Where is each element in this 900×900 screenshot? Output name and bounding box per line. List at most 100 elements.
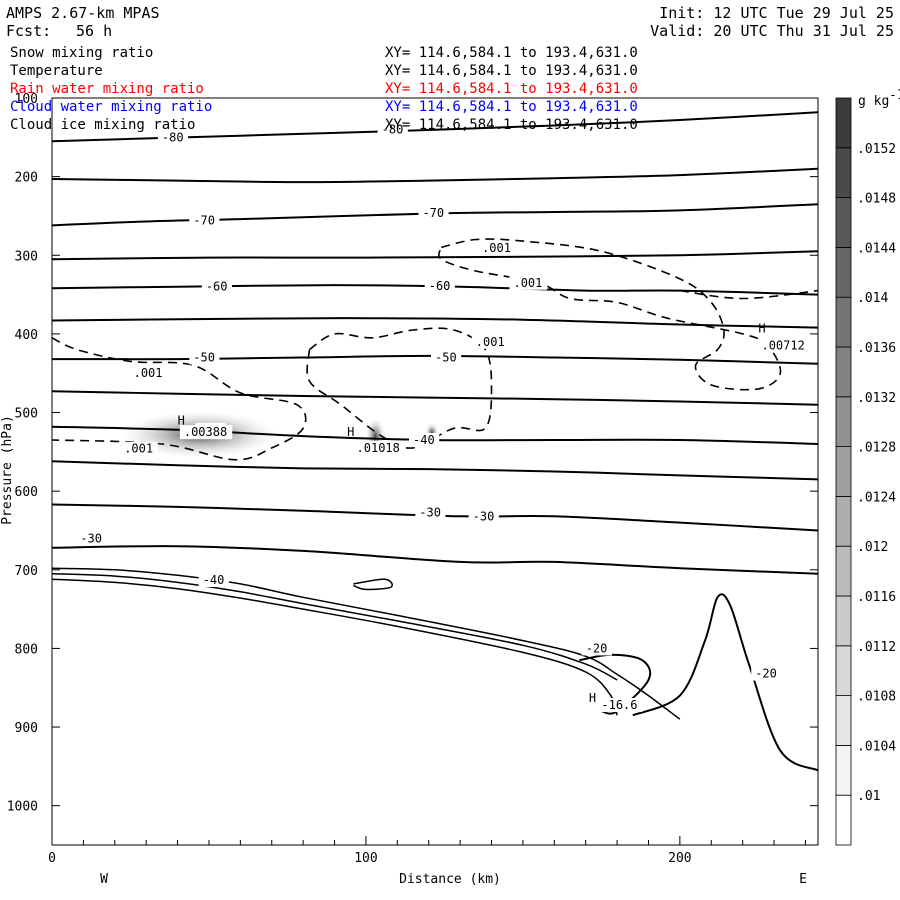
colorbar-swatch — [835, 645, 852, 696]
contour-label-bg — [751, 666, 782, 681]
isotherm-80 — [51, 111, 819, 143]
field-snow-xy: XY= 114.6,584.1 to 193.4,631.0 — [385, 45, 638, 61]
contour-label-bg — [76, 531, 107, 546]
contour-label: -40 — [203, 573, 225, 587]
field-temperature-name: Temperature — [10, 63, 103, 79]
contour-label: -20 — [586, 641, 608, 655]
y-tick-label: 300 — [15, 249, 38, 264]
colorbar-level-label: .0124 — [857, 490, 896, 505]
colorbar-swatch — [835, 396, 852, 447]
colorbar-swatch — [835, 296, 852, 348]
y-tick-label: 800 — [15, 642, 38, 657]
contour-label-bg — [581, 641, 612, 656]
field-cloudice-name: Cloud ice mixing ratio — [10, 117, 196, 133]
contour-label: -20 — [755, 667, 777, 681]
colorbar-level-label: .0152 — [857, 142, 896, 157]
isotherm-55 — [51, 317, 819, 329]
y-tick-label: 200 — [15, 171, 38, 186]
plot-frame — [51, 97, 819, 846]
contour-label-bg — [424, 278, 455, 293]
x-tick-label: 100 — [354, 851, 377, 866]
contour-label-bg — [431, 350, 462, 365]
colorbar-swatch — [835, 545, 852, 597]
colorbar-level-label: .0128 — [857, 441, 896, 456]
contour-label-bg — [471, 334, 510, 349]
colorbar-unit: g kg — [858, 94, 889, 109]
contour-label: -60 — [429, 279, 451, 293]
colorbar-level-label: .01 — [857, 789, 880, 804]
colorbar-swatch — [835, 794, 852, 846]
terrain-contours — [51, 567, 819, 772]
colorbar-swatch — [835, 446, 852, 497]
dashed-contour-4 — [679, 289, 819, 300]
colorbar-unit-exponent: -1 — [889, 88, 900, 103]
terrain-contour-1 — [51, 567, 681, 720]
valid-time: Valid: 20 UTC Thu 31 Jul 25 — [650, 22, 894, 40]
isotherm-25 — [51, 545, 819, 575]
forecast-hour: 56 h — [76, 22, 113, 40]
y-tick-label: 1000 — [7, 800, 38, 815]
isotherm-35 — [51, 460, 819, 481]
isotherm-50 — [51, 354, 819, 365]
init-time: Init: 12 UTC Tue 29 Jul 25 — [659, 4, 894, 22]
field-cloudice-xy: XY= 114.6,584.1 to 193.4,631.0 — [385, 117, 638, 133]
contour-label: .001 — [482, 241, 511, 255]
forecast-label: Fcst: — [6, 22, 52, 40]
contour-label: .00388 — [184, 425, 227, 439]
y-tick-label: 900 — [15, 721, 38, 736]
small-closed-contour — [353, 578, 393, 591]
extremum-marker-h: H — [758, 321, 765, 335]
contour-label-bg — [509, 275, 548, 290]
contour-label: .00712 — [761, 339, 804, 353]
contour-label-bg — [189, 350, 220, 365]
isotherm-30 — [51, 503, 819, 532]
contour-label: .001 — [476, 335, 505, 349]
colorbar-level-label: .0144 — [857, 241, 896, 256]
contour-labels: -80-80-70-70-60-60-50-50-40-40-40-30-30-… — [76, 122, 810, 713]
colorbar-level-label: .0136 — [857, 341, 896, 356]
contour-label-bg — [415, 505, 446, 520]
ridge-contour — [632, 593, 819, 772]
y-axis-title: Pressure (hPa) — [0, 415, 15, 525]
colorbar-level-label: .0112 — [857, 640, 896, 655]
colorbar-swatch — [835, 745, 852, 796]
contour-label: -30 — [473, 509, 495, 523]
field-cloudwater-name: Cloud water mixing ratio — [10, 99, 213, 115]
x-tick-label: 0 — [48, 851, 56, 866]
east-label: E — [799, 872, 807, 887]
colorbar-level-label: .0116 — [857, 590, 896, 605]
mixing-ratio-dashed-contours — [51, 238, 819, 461]
colorbar-swatch — [835, 495, 852, 547]
colorbar-swatch — [835, 97, 852, 149]
contour-label: -50 — [193, 350, 215, 364]
y-tick-label: 700 — [15, 564, 38, 579]
contour-label: -70 — [422, 206, 444, 220]
contour-label-bg — [201, 279, 233, 294]
extremum-marker-h: H — [347, 425, 354, 439]
contour-label: .001 — [513, 276, 542, 290]
contour-label: .001 — [124, 442, 153, 456]
y-tick-label: 500 — [15, 407, 38, 422]
contour-label-bg — [189, 213, 220, 228]
contour-label-bg — [478, 241, 516, 256]
field-snow-name: Snow mixing ratio — [10, 45, 154, 61]
dashed-contour-3 — [437, 238, 782, 391]
contour-label: .001 — [134, 366, 163, 380]
contour-label-bg — [129, 366, 168, 381]
colorbar-level-label: .0108 — [857, 690, 896, 705]
contour-label-bg — [179, 425, 233, 440]
field-rain-name: Rain water mixing ratio — [10, 81, 204, 97]
contour-label: .01018 — [357, 441, 400, 455]
x-tick-label: 200 — [668, 851, 691, 866]
terrain-contour-3 — [51, 578, 618, 716]
y-tick-label: 100 — [15, 92, 38, 107]
colorbar-level-label: .0148 — [857, 192, 896, 207]
colorbar-level-label: .0104 — [857, 739, 896, 754]
west-label: W — [100, 872, 108, 887]
contour-label: -50 — [435, 350, 457, 364]
isotherm-75 — [51, 167, 819, 184]
colorbar-swatch — [835, 147, 852, 199]
field-cloudwater-xy: XY= 114.6,584.1 to 193.4,631.0 — [385, 99, 638, 115]
colorbar-level-label: .012 — [857, 540, 888, 555]
